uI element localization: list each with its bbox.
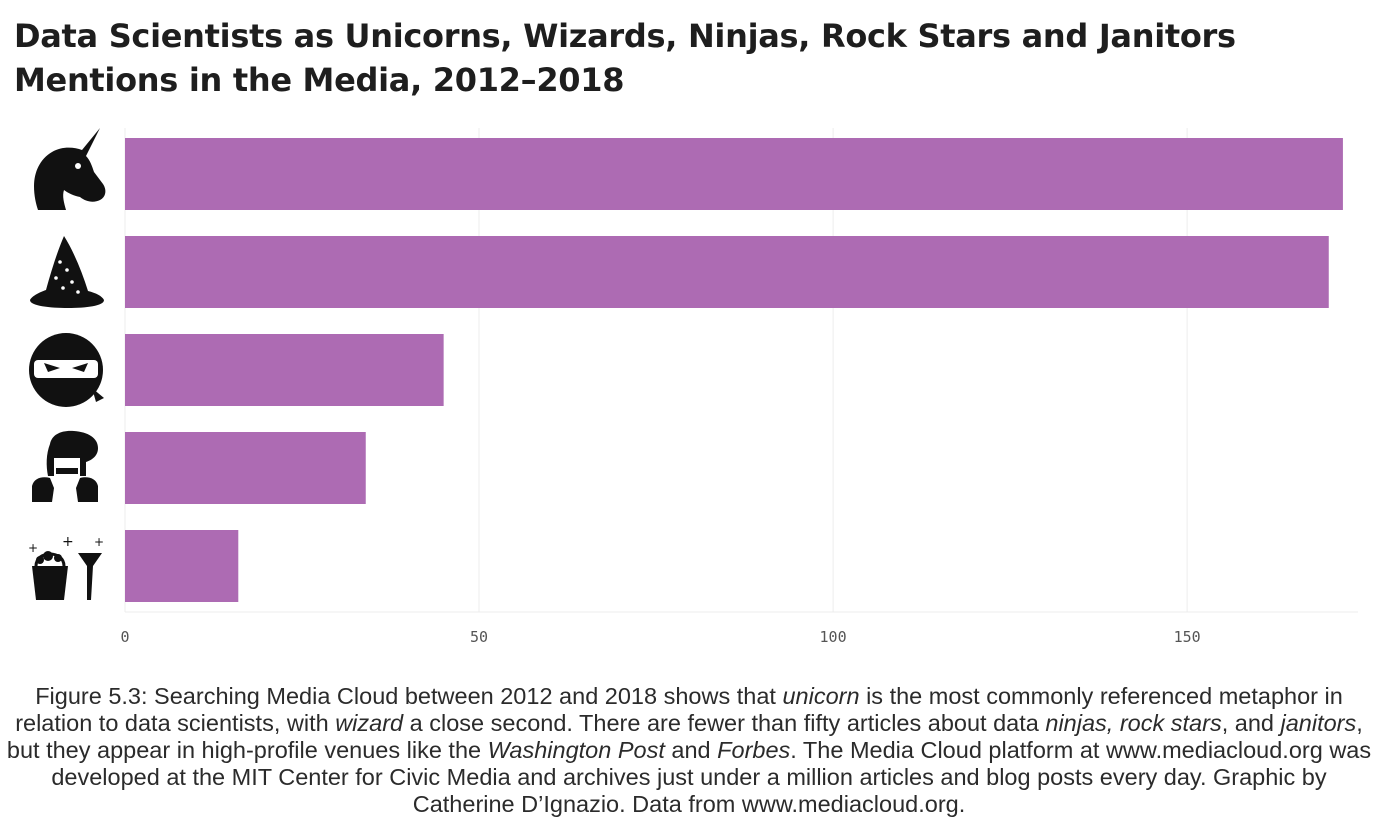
bar-wizard xyxy=(125,236,1329,308)
wizard-hat-icon xyxy=(30,236,104,308)
chart-title-block: Data Scientists as Unicorns, Wizards, Ni… xyxy=(14,14,1236,102)
svg-text:+: + xyxy=(62,534,74,550)
figure-caption: Figure 5.3: Searching Media Cloud betwee… xyxy=(6,683,1372,818)
chart-subtitle: Mentions in the Media, 2012–2018 xyxy=(14,61,625,99)
caption-text: Figure 5.3: Searching Media Cloud betwee… xyxy=(35,683,783,709)
bar-unicorn xyxy=(125,138,1343,210)
caption-emphasis: ninjas, rock stars xyxy=(1045,710,1222,736)
x-tick-label-2: 100 xyxy=(820,628,847,646)
x-axis-ticks: 0 50 100 150 xyxy=(120,628,1200,646)
caption-emphasis: janitors xyxy=(1280,710,1357,736)
caption-emphasis: wizard xyxy=(335,710,404,736)
caption-text: , but they appear in high-profile venues… xyxy=(6,710,1363,763)
caption-emphasis: Forbes xyxy=(717,737,791,763)
bars xyxy=(125,138,1343,602)
caption-emphasis: unicorn xyxy=(782,683,860,709)
rock-star-icon xyxy=(32,430,98,502)
caption-text: is the most commonly referenced metaphor… xyxy=(15,683,1343,736)
svg-text:+: + xyxy=(94,535,104,549)
bar-rock-star xyxy=(125,432,366,504)
caption-text: and xyxy=(664,737,718,763)
bar-ninja xyxy=(125,334,444,406)
caption-text: . The Media Cloud platform at www.mediac… xyxy=(51,737,1372,817)
caption-text: a close second. There are fewer than fif… xyxy=(403,710,1046,736)
svg-text:+: + xyxy=(28,541,38,555)
x-tick-label-0: 0 xyxy=(120,628,129,646)
unicorn-icon xyxy=(34,128,106,210)
bar-chart: 0 50 100 150 + + + xyxy=(28,128,1358,646)
janitor-icon: + + + xyxy=(28,534,104,600)
x-tick-label-1: 50 xyxy=(470,628,488,646)
bar-janitor xyxy=(125,530,239,602)
caption-text: , and xyxy=(1221,710,1281,736)
chart-title: Data Scientists as Unicorns, Wizards, Ni… xyxy=(14,17,1236,55)
caption-emphasis: Washington Post xyxy=(487,737,665,763)
ninja-icon xyxy=(29,333,104,407)
x-tick-label-3: 150 xyxy=(1174,628,1201,646)
